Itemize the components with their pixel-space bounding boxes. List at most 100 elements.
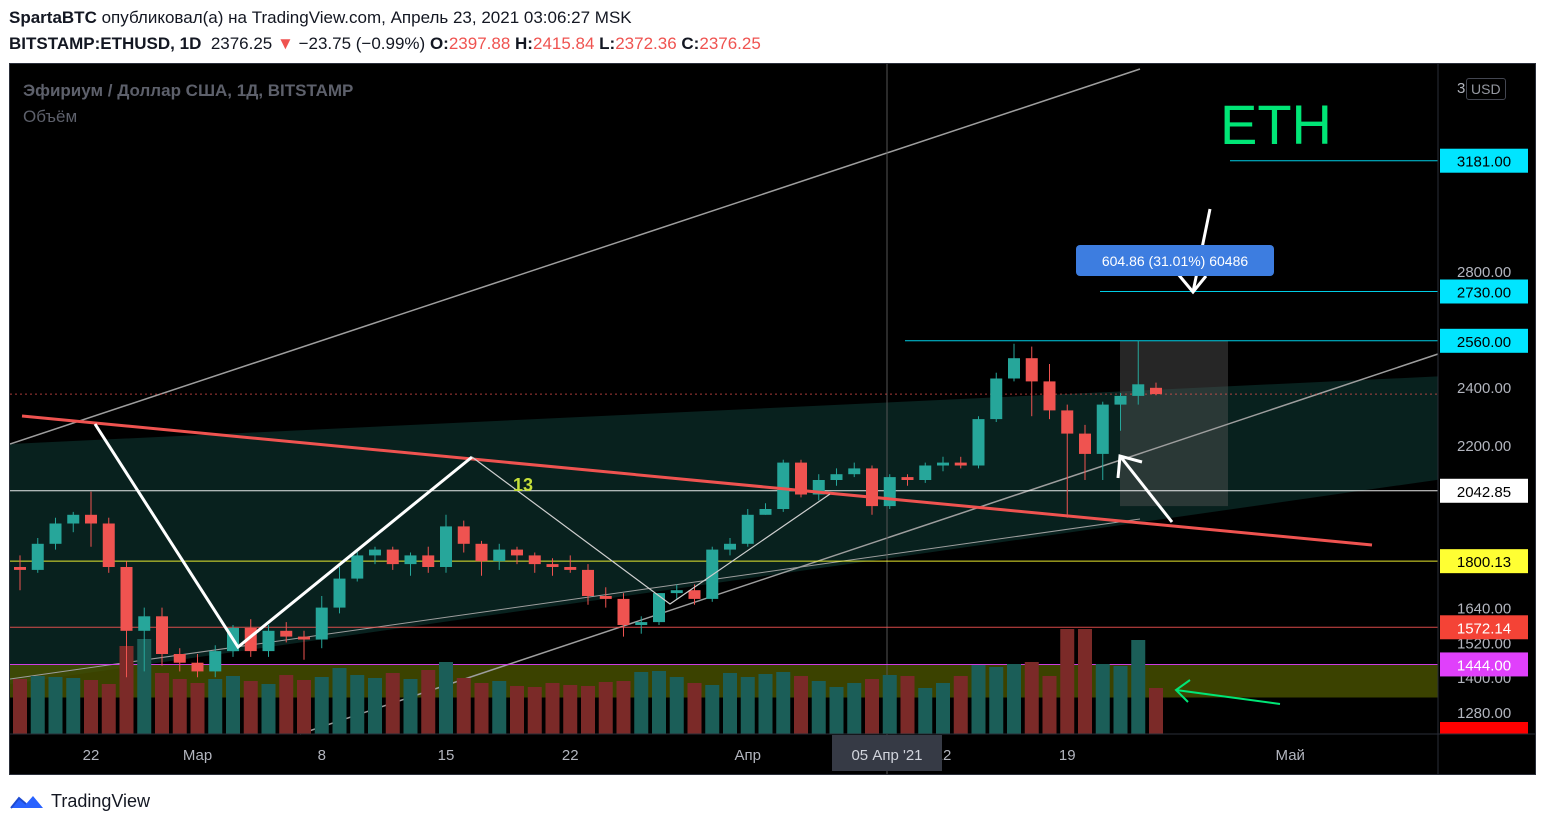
x-tick-label: 22 [562,747,579,764]
volume-bar [900,676,915,734]
price-tag [1440,615,1528,640]
volume-bar [314,677,329,734]
candle-body [475,543,488,562]
volume-bar [811,681,826,734]
candle-body [653,593,665,623]
volume-bar [1078,629,1092,734]
candle-body [777,462,790,509]
volume-bar [439,662,453,734]
price-tag [1440,478,1528,503]
volume-bar [421,670,436,734]
candle-body [31,543,44,570]
candle-body [262,630,275,652]
y-tick-label: 1280.00 [1457,705,1511,722]
candle-body [369,549,381,556]
volume-bar [776,672,791,734]
count-label-13: 13 [513,475,533,495]
x-tick-label: Апр [735,747,761,764]
candle-body [1079,433,1091,454]
y-tick-label: 1520.00 [1457,635,1511,652]
candle-body [599,596,612,599]
candle-body [937,462,949,466]
price-tag-partial [1440,722,1528,734]
price-tag [1440,148,1528,173]
volume-bar [1007,664,1021,734]
candle-body [173,654,186,663]
low-label: L: [599,34,616,53]
candle-body [582,569,594,596]
volume-bar [971,665,986,734]
crosshair-date-box [832,735,942,771]
volume-bar [634,672,649,734]
price-tag [1440,549,1528,574]
volume-bar [953,676,968,734]
author-name[interactable]: SpartaBTC [9,8,97,27]
candle-body [511,549,523,556]
volume-bar [705,685,720,734]
candle-body [919,465,932,480]
volume-bar [652,671,666,734]
volume-bar [1149,688,1163,734]
candle-body [1096,404,1109,454]
volume-bar [794,676,808,734]
candle-body [1150,387,1162,395]
volume-bar [1113,666,1128,734]
volume-bar [1095,664,1110,734]
candle-body [209,651,222,672]
volume-bar [1060,629,1075,734]
candle-body [724,543,736,550]
volume-bar [847,683,862,734]
price-tag-label: 1800.13 [1457,554,1511,571]
y-tick-label: 2800.00 [1457,264,1511,281]
candle-body [298,636,310,640]
crosshair-date-label: 05 Апр '21 [851,747,922,764]
zigzag-white [93,423,473,650]
volume-bar [687,683,702,734]
arrow-bottom-icon [1118,455,1174,523]
y-tick-label-partial: 3 [1457,80,1465,97]
volume-bar [261,684,276,734]
high-label: H: [515,34,533,53]
volume-bar [527,687,542,734]
candle-body [635,622,648,625]
price-tag-label: 3181.00 [1457,154,1511,171]
footer-brand[interactable]: TradingView [9,791,150,812]
high-value: 2415.84 [532,34,595,53]
price-tag [1440,652,1528,677]
candle-body [49,523,62,544]
candle-body [901,477,914,480]
volume-bar [208,679,223,734]
open-label: O: [429,34,449,53]
volume-bar [101,684,116,734]
publish-info: SpartaBTC опубликовал(а) на TradingView.… [9,8,632,28]
candle-body [138,616,151,631]
volume-bar [332,668,347,734]
open-value: 2397.88 [448,34,511,53]
brand-name: TradingView [51,791,151,811]
volume-bar [137,639,152,734]
upper-channel-line [10,68,1141,445]
candle-body [315,607,328,640]
currency-button[interactable]: USD [1466,78,1506,100]
trendline-red [21,414,1373,547]
volume-bar [119,646,134,734]
candle-body [457,526,470,544]
measure-box [1120,340,1228,507]
volume-bar [474,683,489,734]
last-price: 2376.25 [210,34,273,53]
volume-bar [581,686,595,734]
candle-body [617,598,630,625]
low-value: 2372.36 [615,34,677,53]
chart-pane[interactable]: ETH 13 604.86 (31.01%) 60486 1280.00 1400.00… [9,63,1536,775]
volume-bar [829,687,844,734]
arrowhead-bottom-icon [1116,454,1143,479]
volume-bar [155,673,169,734]
price-tag [1440,328,1528,353]
volume-bar [30,676,45,734]
volume-bar [297,680,311,734]
green-arrow-icon [1175,689,1281,705]
candle-body [1132,384,1145,396]
candle-body [795,462,807,495]
tradingview-cloud-icon [10,795,43,809]
